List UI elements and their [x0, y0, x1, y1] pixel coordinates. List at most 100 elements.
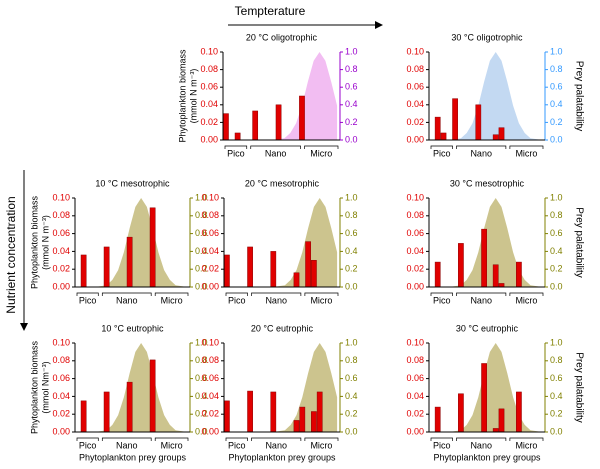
group-label: Pico: [228, 295, 246, 305]
y-tick-label: 0.02: [200, 117, 218, 127]
y2-tick-label: 0.2: [195, 409, 208, 419]
bar: [299, 406, 306, 433]
y-tick-label: 0.04: [406, 99, 424, 109]
group-label: Nano: [265, 440, 287, 450]
bar: [492, 264, 499, 288]
y2-tick-label: 0.2: [345, 117, 358, 127]
y-tick-label: 0.04: [201, 391, 219, 401]
y-tick-label: 0.06: [406, 373, 424, 383]
palatability-area: [77, 198, 188, 287]
bar: [270, 391, 277, 433]
y2-tick-label: 1.0: [345, 337, 358, 347]
bar: [452, 98, 458, 141]
bar: [126, 381, 133, 433]
group-bracket: [251, 437, 302, 441]
y2-tick-label: 0.0: [550, 281, 563, 291]
y2-tick-label: 0.4: [345, 246, 358, 256]
group-label: Pico: [433, 295, 451, 305]
bar: [126, 236, 133, 288]
group-bracket: [456, 437, 507, 441]
y2-tick-label: 0.0: [195, 426, 208, 436]
y-tick-label: 0.04: [406, 391, 424, 401]
y2-tick-label: 0.2: [345, 264, 358, 274]
y-tick-label: 0.02: [406, 409, 424, 419]
bar: [481, 228, 487, 288]
y-tick-label: 0.10: [52, 192, 70, 202]
group-bracket: [456, 145, 507, 149]
bar: [475, 104, 482, 141]
bar: [275, 104, 282, 141]
panel-title: 20 °C eutrophic: [251, 323, 314, 333]
y2-tick-label: 0.8: [195, 210, 208, 220]
group-label: Nano: [470, 295, 492, 305]
y2-tick-label: 0.0: [345, 426, 358, 436]
y2-axis-label: Prey palatability: [573, 352, 584, 423]
palatability-area: [431, 198, 543, 287]
y2-tick-label: 0.2: [345, 409, 358, 419]
panel-title: 30 °C oligotrophic: [451, 32, 523, 42]
y2-tick-label: 0.6: [345, 82, 358, 92]
y-axis-label: (mmol N m⁻³): [40, 215, 50, 270]
bar: [481, 363, 487, 433]
x-axis-label: Phytoplankton prey groups: [228, 452, 336, 462]
y-tick-label: 0.00: [52, 426, 70, 436]
bar: [252, 110, 259, 141]
group-bracket: [154, 437, 189, 441]
x-axis-label: Phytoplankton prey groups: [433, 452, 541, 462]
y2-tick-label: 0.6: [195, 373, 208, 383]
y-tick-label: 0.06: [406, 228, 424, 238]
bar: [516, 391, 522, 433]
bar: [223, 113, 229, 141]
y2-tick-label: 0.2: [195, 264, 208, 274]
panel-title: 10 °C eutrophic: [101, 323, 164, 333]
group-bracket: [250, 145, 301, 149]
group-label: Micro: [310, 148, 332, 158]
y-tick-label: 0.06: [201, 228, 219, 238]
y-tick-label: 0.04: [201, 246, 219, 256]
palatability-area: [77, 343, 188, 432]
y-tick-label: 0.06: [200, 82, 218, 92]
y-tick-label: 0.08: [406, 64, 424, 74]
y2-tick-label: 1.0: [345, 192, 358, 202]
group-label: Micro: [161, 295, 183, 305]
group-label: Pico: [79, 295, 97, 305]
y-tick-label: 0.08: [406, 355, 424, 365]
group-bracket: [225, 292, 248, 296]
group-bracket: [251, 292, 302, 296]
bar: [498, 127, 505, 141]
group-label: Micro: [515, 295, 537, 305]
y2-tick-label: 0.8: [345, 355, 358, 365]
y2-tick-label: 0.6: [345, 373, 358, 383]
group-bracket: [76, 292, 99, 296]
y2-tick-label: 0.4: [345, 99, 358, 109]
group-label: Pico: [433, 440, 451, 450]
group-bracket: [154, 292, 189, 296]
group-bracket: [509, 292, 544, 296]
bar: [234, 132, 241, 141]
panel-title: 30 °C eutrophic: [456, 323, 519, 333]
y-tick-label: 0.02: [406, 117, 424, 127]
y-tick-label: 0.06: [52, 373, 70, 383]
group-bracket: [304, 437, 339, 441]
group-bracket: [224, 145, 248, 149]
y-tick-label: 0.00: [52, 281, 70, 291]
y2-tick-label: 1.0: [550, 46, 563, 56]
y-tick-label: 0.00: [201, 281, 219, 291]
y-tick-label: 0.08: [201, 355, 219, 365]
y2-tick-label: 0.6: [550, 373, 563, 383]
panel-title: 20 °C mesotrophic: [245, 178, 320, 188]
y2-tick-label: 1.0: [195, 337, 208, 347]
y2-tick-label: 0.6: [345, 228, 358, 238]
y-tick-label: 0.02: [201, 264, 219, 274]
y2-tick-label: 1.0: [550, 192, 563, 202]
y-tick-label: 0.02: [52, 264, 70, 274]
y-axis-label: (mmol Nm⁻³): [40, 361, 50, 413]
group-label: Nano: [470, 440, 492, 450]
y2-tick-label: 0.8: [345, 210, 358, 220]
bar: [305, 241, 311, 288]
bar: [270, 251, 277, 288]
bar: [103, 391, 110, 433]
y2-tick-label: 0.4: [195, 391, 208, 401]
y2-axis-label: Prey palatability: [573, 61, 584, 132]
y-tick-label: 0.00: [406, 281, 424, 291]
